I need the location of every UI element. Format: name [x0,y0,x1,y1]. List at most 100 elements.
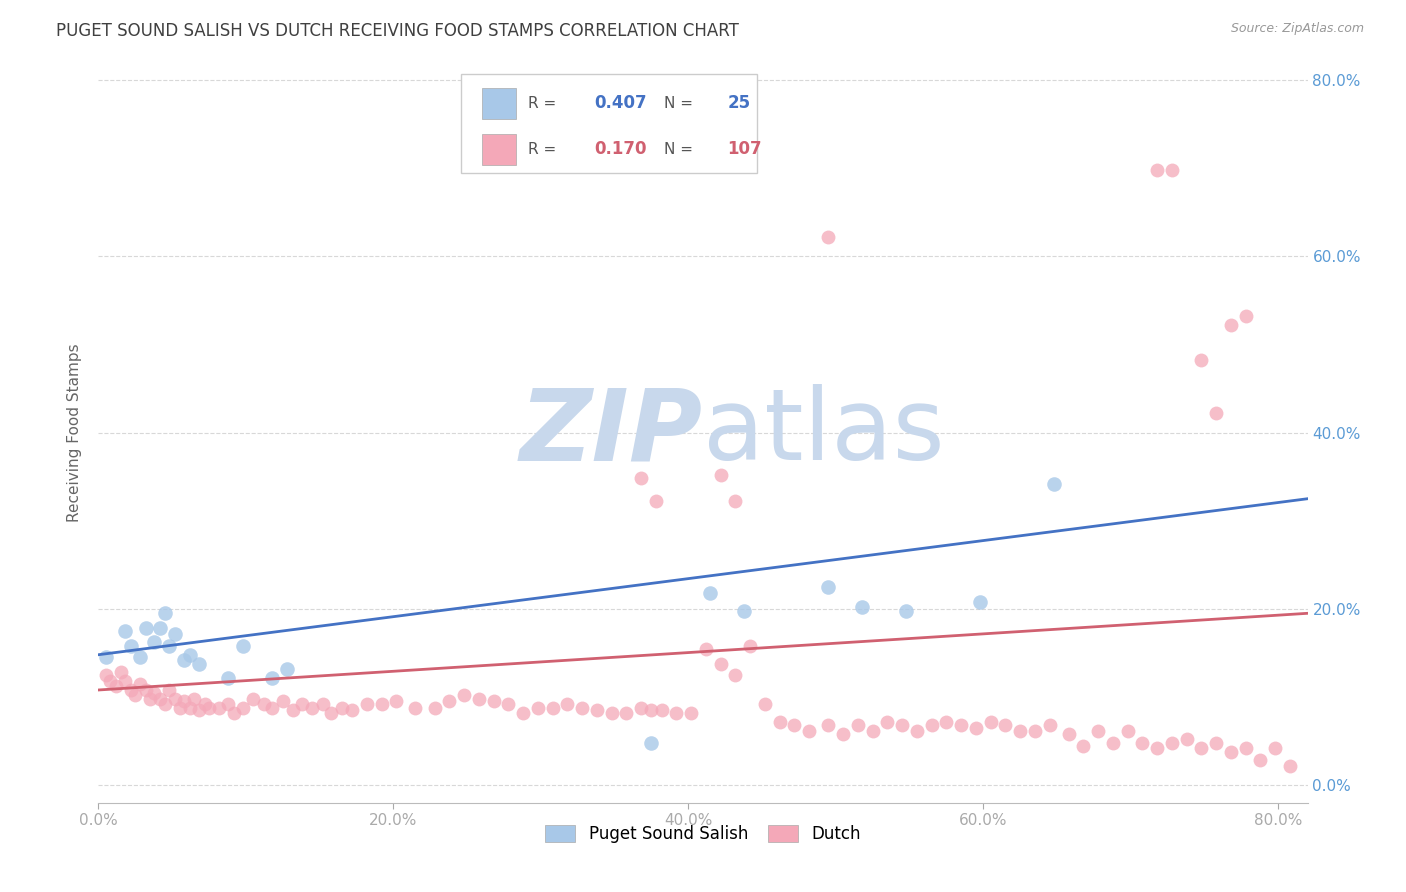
Point [1205,736,1227,750]
Point [965,721,987,735]
Point [733,604,755,618]
Point [120,639,142,653]
Point [891,718,914,732]
Text: 25: 25 [727,95,751,112]
Point [783,718,806,732]
Point [301,700,323,714]
FancyBboxPatch shape [482,134,516,165]
Point [1219,318,1241,332]
Point [321,706,343,720]
Point [453,688,475,702]
Point [921,718,943,732]
Point [94,650,117,665]
Point [187,657,209,671]
Point [135,683,157,698]
Point [1024,723,1046,738]
Point [905,723,928,738]
Point [695,641,717,656]
Point [120,683,142,698]
Point [281,703,304,717]
Point [571,700,593,714]
Point [330,700,353,714]
Point [423,700,446,714]
Point [153,697,176,711]
Text: R =: R = [527,142,555,157]
Point [98,674,121,689]
Point [644,494,666,508]
Point [710,657,733,671]
Point [614,706,637,720]
Point [149,691,172,706]
Point [404,700,426,714]
Point [980,714,1002,729]
Point [149,621,172,635]
Point [94,668,117,682]
Point [232,639,254,653]
Point [143,635,166,649]
Point [817,580,839,594]
Point [262,671,284,685]
Point [935,714,957,729]
Point [896,604,918,618]
Text: N =: N = [664,95,693,111]
Point [183,691,205,706]
Point [252,697,274,711]
Point [157,639,180,653]
Point [1249,754,1271,768]
Point [799,723,821,738]
Point [817,230,839,244]
Point [557,697,579,711]
Point [710,467,733,482]
Point [291,697,314,711]
Point [512,706,534,720]
Point [740,639,762,653]
Point [114,624,136,638]
Point [208,700,231,714]
Point [153,607,176,621]
Point [585,703,607,717]
Point [969,595,991,609]
Point [232,700,254,714]
Point [157,683,180,698]
Point [1116,723,1139,738]
Point [169,700,191,714]
Text: atlas: atlas [703,384,945,481]
Point [851,600,873,615]
FancyBboxPatch shape [461,73,758,173]
Point [994,718,1017,732]
Point [541,700,564,714]
Point [110,665,132,680]
Point [179,648,201,662]
Point [527,700,550,714]
Point [385,694,408,708]
Point [139,691,162,706]
Point [681,706,703,720]
Point [217,671,239,685]
Point [222,706,245,720]
Point [1008,723,1031,738]
Legend: Puget Sound Salish, Dutch: Puget Sound Salish, Dutch [538,819,868,850]
Point [1219,745,1241,759]
Point [876,714,898,729]
Point [1102,736,1125,750]
Point [128,677,150,691]
Point [173,653,195,667]
Point [950,718,973,732]
Point [276,662,298,676]
Point [754,697,776,711]
Point [124,688,146,702]
Point [198,700,221,714]
Point [1234,741,1257,756]
Point [498,697,520,711]
Point [468,691,491,706]
Text: PUGET SOUND SALISH VS DUTCH RECEIVING FOOD STAMPS CORRELATION CHART: PUGET SOUND SALISH VS DUTCH RECEIVING FO… [56,22,740,40]
Point [179,700,201,714]
FancyBboxPatch shape [482,87,516,119]
Point [271,694,294,708]
Point [769,714,792,729]
Point [370,697,392,711]
Point [1161,736,1184,750]
Point [1205,406,1227,420]
Point [311,697,333,711]
Point [143,685,166,699]
